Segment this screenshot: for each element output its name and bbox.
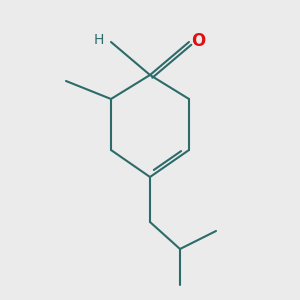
- Text: H: H: [94, 34, 104, 47]
- Text: O: O: [191, 32, 205, 50]
